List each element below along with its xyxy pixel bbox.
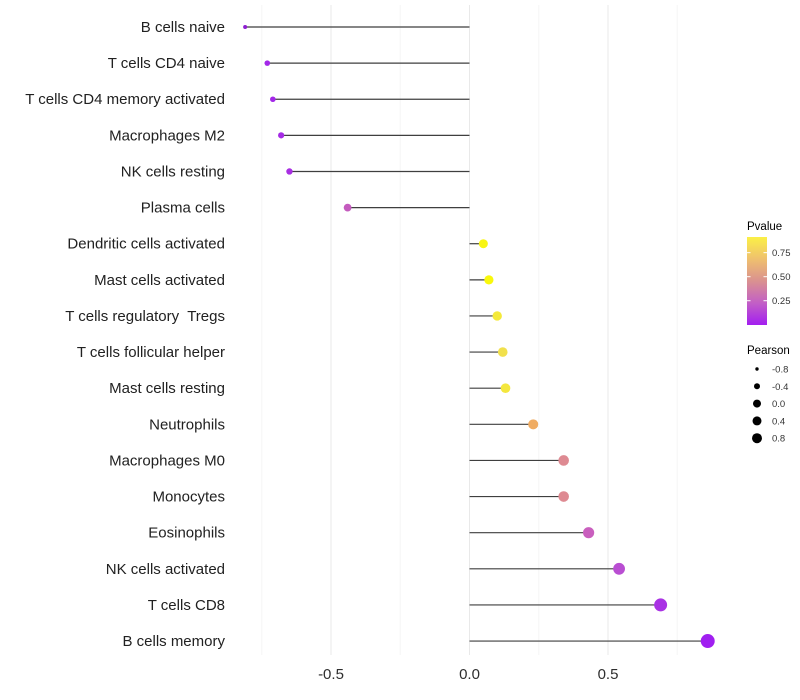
- data-point-neutrophils: [528, 419, 539, 430]
- y-axis-label-t-cells-cd4-memory-activated: T cells CD4 memory activated: [25, 91, 225, 108]
- y-axis-label-mast-cells-resting: Mast cells resting: [109, 380, 225, 397]
- pearson-legend: Pearson -0.8 -0.4 0.0 0.4 0.8: [747, 345, 790, 445]
- lollipop-row-t-cells-cd4-memory-activated: [270, 96, 470, 103]
- data-point-b-cells-naive: [243, 25, 248, 29]
- lollipop-row-monocytes: [469, 491, 569, 502]
- data-point-plasma-cells: [343, 203, 352, 212]
- pearson-legend-dot-0.4: [752, 416, 762, 426]
- pvalue-tick-label-0.25: 0.25: [772, 296, 791, 307]
- lollipop-row-mast-cells-activated: [469, 275, 494, 285]
- data-point-monocytes: [558, 491, 569, 502]
- data-point-macrophages-m2: [278, 132, 285, 139]
- data-point-t-cells-cd4-memory-activated: [270, 96, 276, 103]
- lollipop-row-nk-cells-activated: [469, 562, 625, 575]
- pearson-legend-dot-0.0: [753, 399, 761, 408]
- y-axis-label-nk-cells-resting: NK cells resting: [121, 163, 225, 180]
- data-point-macrophages-m0: [558, 455, 569, 466]
- y-axis-label-mast-cells-activated: Mast cells activated: [94, 272, 225, 289]
- pvalue-colorbar: [747, 237, 767, 325]
- x-axis-tick-label--0.5: -0.5: [318, 666, 344, 683]
- data-point-t-cells-regulatory-tregs: [492, 311, 502, 321]
- lollipop-row-t-cells-cd4-naive: [264, 60, 470, 66]
- pearson-legend-label-0.0: 0.0: [772, 399, 785, 410]
- y-axis-label-plasma-cells: Plasma cells: [141, 200, 225, 217]
- lollipop-row-nk-cells-resting: [286, 168, 470, 175]
- pearson-legend-dot--0.4: [754, 383, 760, 390]
- pearson-legend-title: Pearson: [747, 345, 790, 357]
- lollipop-row-t-cells-cd8: [469, 598, 668, 612]
- lollipop-row-b-cells-memory: [469, 634, 715, 649]
- pearson-legend-label--0.8: -0.8: [772, 365, 788, 376]
- pearson-legend-label-0.4: 0.4: [772, 416, 785, 427]
- x-axis-labels: -0.5 0.0 0.5: [318, 666, 618, 683]
- pvalue-tick-label-0.50: 0.50: [772, 272, 791, 283]
- lollipop-row-t-cells-follicular-helper: [469, 347, 508, 357]
- y-axis-label-t-cells-regulatory-tregs: T cells regulatory Tregs: [65, 308, 225, 325]
- data-point-nk-cells-resting: [286, 168, 293, 175]
- lollipop-row-dendritic-cells-activated: [469, 239, 488, 249]
- y-axis-label-t-cells-follicular-helper: T cells follicular helper: [77, 344, 225, 361]
- pvalue-legend-title: Pvalue: [747, 221, 782, 233]
- data-point-t-cells-follicular-helper: [497, 347, 508, 357]
- data-point-eosinophils: [583, 527, 595, 539]
- lollipop-row-eosinophils: [469, 527, 595, 539]
- y-axis-label-t-cells-cd8: T cells CD8: [148, 597, 225, 614]
- pearson-legend-dot-0.8: [752, 433, 762, 444]
- lollipop-row-neutrophils: [469, 419, 539, 430]
- y-axis-label-nk-cells-activated: NK cells activated: [106, 561, 225, 578]
- y-axis-label-macrophages-m2: Macrophages M2: [109, 127, 225, 144]
- lollipop-row-t-cells-regulatory-tregs: [469, 311, 502, 321]
- data-point-t-cells-cd4-naive: [264, 60, 271, 66]
- x-axis-tick-label-0.0: 0.0: [459, 666, 480, 683]
- data-point-mast-cells-resting: [500, 383, 511, 394]
- y-axis-label-b-cells-naive: B cells naive: [141, 19, 225, 36]
- y-axis-label-monocytes: Monocytes: [152, 489, 225, 506]
- grid-lines: [261, 5, 678, 655]
- y-axis-label-eosinophils: Eosinophils: [148, 525, 225, 542]
- x-axis-tick-label-0.5: 0.5: [598, 666, 619, 683]
- lollipop-row-b-cells-naive: [243, 25, 470, 29]
- lollipop-row-macrophages-m0: [469, 455, 569, 466]
- lollipop-rows: [243, 25, 715, 649]
- pearson-legend-label--0.4: -0.4: [772, 382, 788, 393]
- lollipop-row-mast-cells-resting: [469, 383, 511, 394]
- data-point-t-cells-cd8: [654, 598, 668, 612]
- pvalue-legend: Pvalue 0.75 0.50 0.25: [747, 221, 791, 325]
- y-axis-label-t-cells-cd4-naive: T cells CD4 naive: [108, 55, 225, 72]
- data-point-mast-cells-activated: [484, 275, 494, 285]
- pearson-legend-dot--0.8: [755, 367, 759, 371]
- y-axis-label-b-cells-memory: B cells memory: [122, 633, 225, 650]
- y-axis-label-macrophages-m0: Macrophages M0: [109, 452, 225, 469]
- lollipop-row-macrophages-m2: [278, 132, 470, 139]
- data-point-dendritic-cells-activated: [478, 239, 488, 249]
- data-point-nk-cells-activated: [613, 562, 625, 575]
- pvalue-tick-label-0.75: 0.75: [772, 248, 791, 259]
- y-axis-label-dendritic-cells-activated: Dendritic cells activated: [67, 236, 225, 253]
- y-axis-label-neutrophils: Neutrophils: [149, 416, 225, 433]
- lollipop-row-plasma-cells: [343, 203, 470, 212]
- data-point-b-cells-memory: [700, 634, 715, 649]
- pearson-legend-label-0.8: 0.8: [772, 434, 785, 445]
- y-axis-labels: B cells naive T cells CD4 naive T cells CD…: [25, 19, 225, 650]
